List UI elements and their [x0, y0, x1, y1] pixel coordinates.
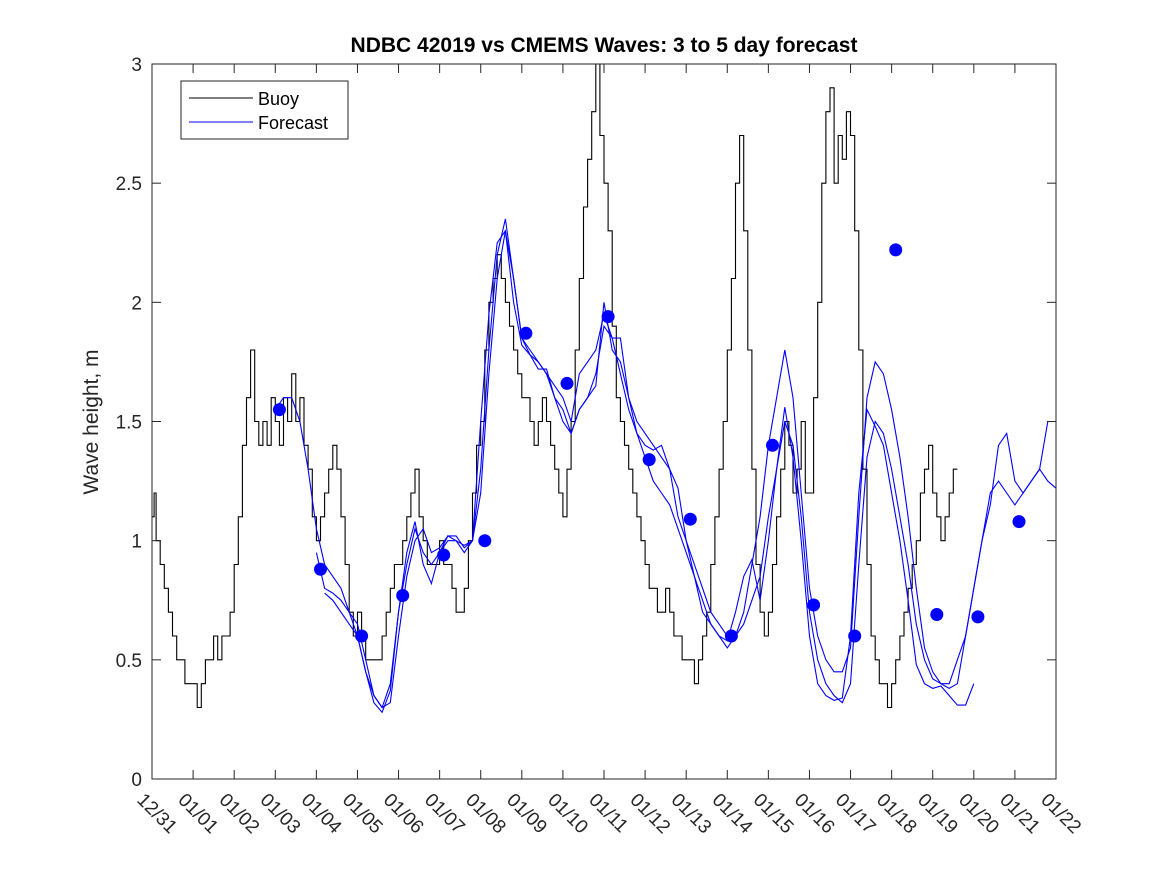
forecast-point — [807, 598, 821, 612]
forecast-point — [478, 534, 492, 548]
plot-area — [152, 63, 1057, 714]
y-tick-label: 2 — [131, 293, 142, 314]
y-tick-label: 3 — [131, 55, 142, 76]
forecast-point — [971, 610, 985, 624]
y-tick-label: 0 — [131, 770, 142, 791]
forecast-point — [724, 629, 738, 643]
y-tick-label: 0.5 — [116, 651, 142, 672]
y-tick-label: 2.5 — [116, 174, 142, 195]
forecast-series-line-3 — [324, 229, 975, 714]
forecast-point — [396, 589, 410, 602]
forecast-point — [355, 629, 369, 643]
forecast-point — [889, 243, 903, 257]
forecast-point — [560, 376, 574, 390]
forecast-point — [683, 512, 697, 526]
forecast-point — [1012, 515, 1026, 529]
forecast-point — [930, 608, 944, 621]
y-axis: 0 0.5 1 1.5 2 2.5 3 — [116, 55, 1056, 791]
legend-forecast-label: Forecast — [258, 113, 328, 133]
forecast-point — [601, 310, 615, 324]
forecast-point — [437, 548, 451, 562]
forecast-point — [272, 403, 286, 417]
forecast-point — [519, 326, 533, 340]
chart-title: NDBC 42019 vs CMEMS Waves: 3 to 5 day fo… — [351, 34, 858, 57]
forecast-point — [642, 453, 656, 467]
legend-buoy-label: Buoy — [258, 89, 299, 109]
forecast-point — [314, 562, 327, 576]
forecast-point — [766, 438, 779, 452]
y-tick-label: 1 — [131, 532, 142, 553]
y-axis-label: Wave height, m — [80, 349, 103, 494]
y-tick-label: 1.5 — [116, 413, 142, 434]
forecast-point — [848, 629, 862, 643]
legend: Buoy Forecast — [180, 80, 349, 140]
forecast-series-line-1 — [274, 230, 1056, 709]
